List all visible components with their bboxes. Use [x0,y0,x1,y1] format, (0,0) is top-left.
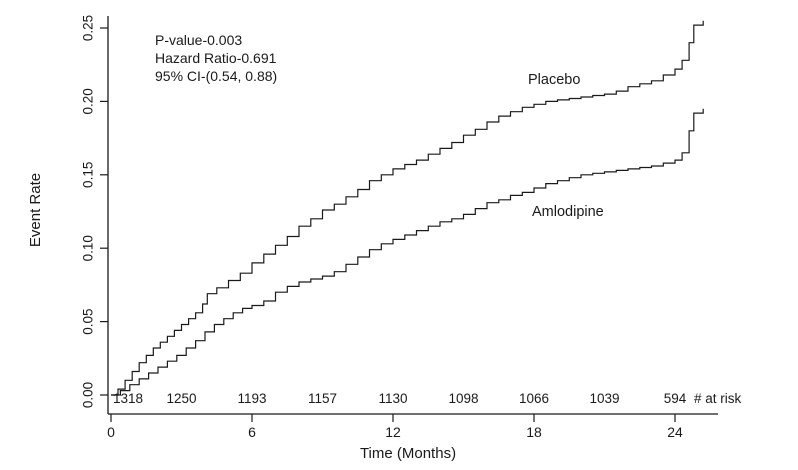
x-axis-ticks: 0 6 12 18 24 [107,414,683,440]
y-axis-ticks: 0.00 0.05 0.10 0.15 0.20 0.25 [81,15,108,408]
x-tick-label: 24 [667,424,683,440]
y-tick-label: 0.20 [81,88,96,114]
series-curve-amlodipine [111,108,704,396]
x-tick-label: 12 [385,424,401,440]
x-tick-label: 6 [248,424,256,440]
at-risk-count: 1157 [308,391,337,406]
series-curve-placebo [111,20,704,396]
at-risk-count: 1250 [166,391,196,406]
y-tick-label: 0.00 [81,382,96,408]
annotation-confidence-interval: 95% CI-(0.54, 0.88) [155,68,277,84]
survival-curves [111,20,704,396]
annotation-p-value: P-value-0.003 [155,32,242,48]
at-risk-count: 594 [664,391,687,406]
x-axis-title: Time (Months) [360,445,456,462]
y-tick-label: 0.15 [81,162,96,188]
series-label-amlodipine: Amlodipine [532,204,604,220]
y-tick-label: 0.25 [81,15,96,41]
x-tick-label: 18 [526,424,542,440]
series-label-placebo: Placebo [528,72,580,88]
annotation-hazard-ratio: Hazard Ratio-0.691 [155,50,277,66]
at-risk-count: 1193 [237,391,266,406]
y-tick-label: 0.05 [81,308,96,334]
at-risk-row: 1318 1250 1193 1157 1130 1098 1066 1039 594 [113,391,687,406]
at-risk-caption: # at risk [694,391,742,406]
at-risk-count: 1066 [519,391,549,406]
at-risk-count: 1130 [378,391,407,406]
y-axis-title: Event Rate [27,173,44,247]
y-tick-label: 0.10 [81,235,96,261]
at-risk-count: 1039 [589,391,619,406]
x-tick-label: 0 [107,424,115,440]
at-risk-count: 1098 [448,391,478,406]
